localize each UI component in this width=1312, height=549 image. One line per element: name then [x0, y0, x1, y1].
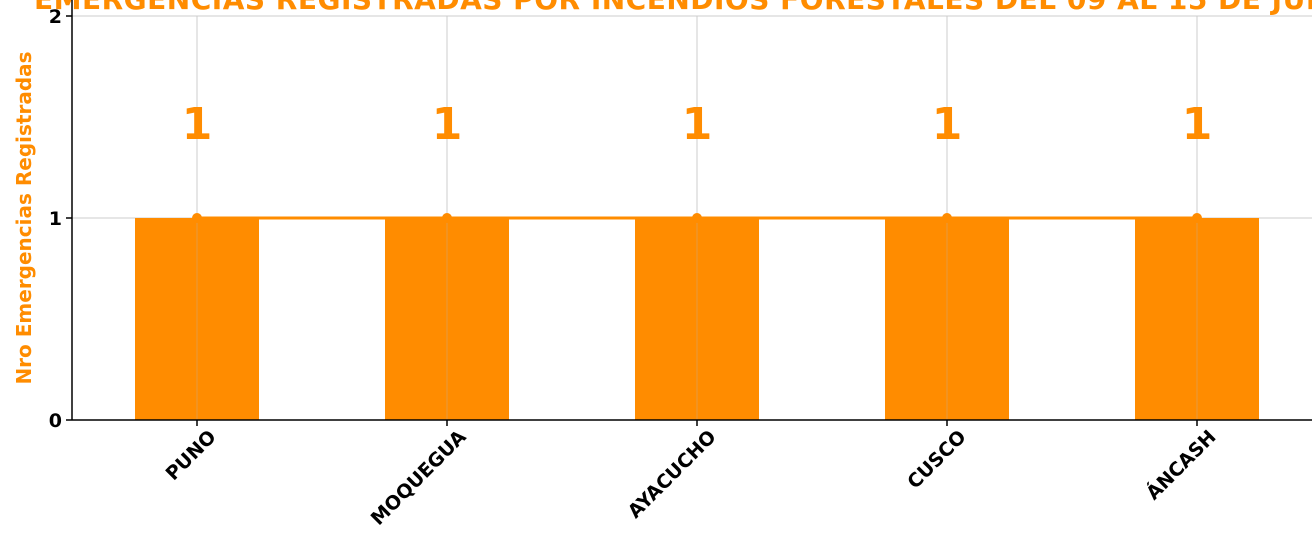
line-point [942, 213, 952, 223]
x-tick-label: AYACUCHO [624, 426, 721, 523]
y-tick-label: 1 [49, 208, 62, 230]
chart-title: EMERGENCIAS REGISTRADAS POR INCENDIOS FO… [34, 0, 1312, 14]
y-tick-label: 0 [49, 410, 62, 432]
x-tick-label: CUSCO [903, 426, 970, 493]
line-point [192, 213, 202, 223]
data-label: 1 [1182, 99, 1213, 150]
data-label: 1 [932, 99, 963, 150]
data-label: 1 [682, 99, 713, 150]
data-label: 1 [182, 99, 213, 150]
x-tick-label: MOQUEGUA [367, 426, 471, 530]
x-tick-label: PUNO [162, 426, 221, 485]
x-tick-label: ÁNCASH [1141, 425, 1220, 504]
y-tick-label: 2 [49, 6, 62, 28]
data-label: 1 [432, 99, 463, 150]
line-point [442, 213, 452, 223]
line-point [692, 213, 702, 223]
line-point [1192, 213, 1202, 223]
